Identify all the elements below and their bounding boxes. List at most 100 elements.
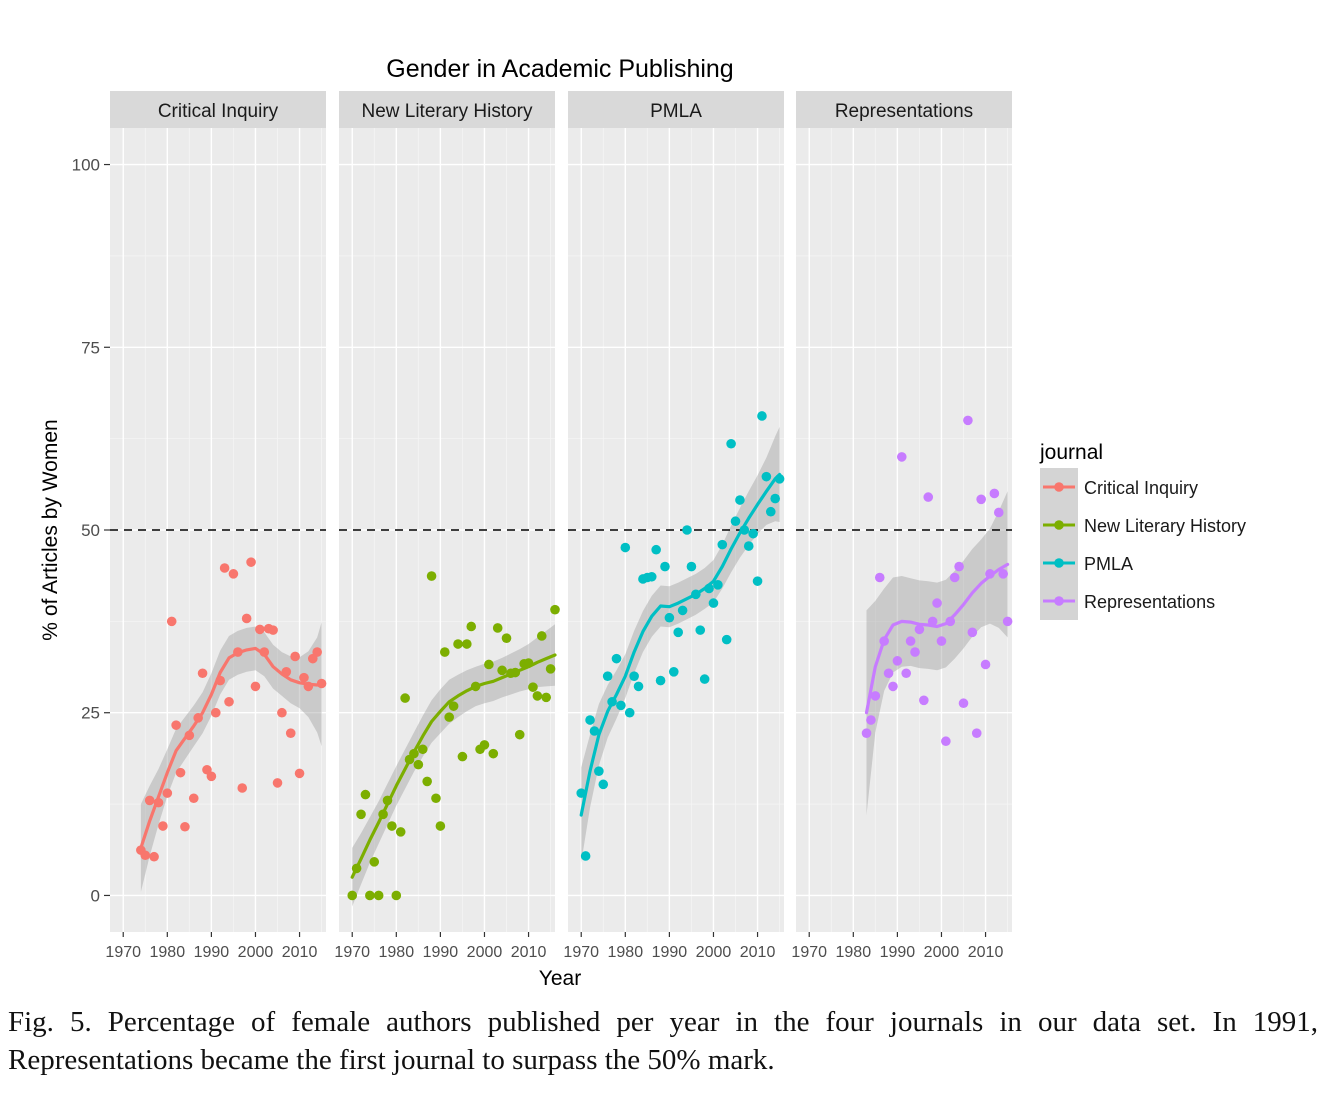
data-point: [695, 625, 706, 635]
data-point: [624, 707, 635, 718]
data-point: [646, 571, 657, 582]
data-point: [180, 821, 190, 832]
data-point: [457, 751, 468, 762]
data-point: [651, 544, 661, 555]
data-point: [149, 851, 159, 862]
smooth-line: [864, 562, 1010, 715]
data-point: [206, 771, 217, 782]
data-point: [484, 659, 494, 670]
data-point: [237, 783, 248, 793]
data-point: [668, 666, 679, 677]
x-tick-label: 1990: [880, 944, 916, 961]
legend-item: Representations: [1040, 582, 1215, 620]
x-tick-label: 2000: [696, 944, 732, 961]
legend-label: PMLA: [1084, 554, 1133, 574]
data-point: [268, 625, 278, 635]
data-point: [426, 571, 437, 581]
facet-panel: Representations 1970 1980 1990 2000 2010: [791, 91, 1013, 961]
data-point: [726, 438, 736, 449]
data-point: [958, 698, 969, 709]
data-point: [923, 492, 934, 502]
confidence-band: [866, 491, 1008, 816]
data-point: [967, 627, 978, 638]
facet-panel: New Literary History 1970 1980 1990 2000 2010: [334, 91, 560, 961]
data-point: [435, 821, 446, 831]
x-tick-label: 1990: [652, 944, 688, 961]
data-point: [594, 766, 604, 776]
data-point: [655, 675, 666, 686]
data-point: [730, 516, 741, 527]
x-tick-label: 1980: [379, 944, 415, 961]
data-point: [541, 692, 551, 703]
data-point: [228, 569, 239, 579]
data-point: [598, 779, 609, 790]
facet-panel: PMLA 1970 1980 1990 2000 2010: [563, 91, 785, 961]
data-point: [919, 695, 929, 706]
legend-label: Critical Inquiry: [1084, 478, 1198, 498]
x-tick-label: 2000: [238, 944, 274, 961]
facet-strip-label: Critical Inquiry: [158, 101, 279, 122]
data-point: [971, 728, 982, 738]
data-point: [175, 767, 186, 778]
data-point: [373, 890, 384, 901]
x-tick-label: 2010: [282, 944, 318, 961]
x-tick-label: 1980: [836, 944, 872, 961]
data-point: [752, 576, 763, 586]
x-tick-label: 1970: [791, 944, 827, 961]
data-point: [620, 542, 631, 553]
data-point: [290, 651, 300, 662]
data-point: [532, 691, 543, 701]
data-point: [462, 639, 472, 649]
y-axis: 0 25 50 75 100: [72, 156, 110, 905]
data-point: [892, 656, 903, 666]
data-point: [699, 674, 710, 684]
data-point: [413, 759, 424, 770]
x-tick-label: 1970: [563, 944, 599, 961]
data-point: [602, 671, 613, 681]
data-point: [294, 768, 305, 779]
data-point: [993, 507, 1004, 518]
data-point: [272, 778, 283, 788]
data-point: [439, 647, 450, 657]
data-point: [770, 493, 780, 504]
data-point: [664, 612, 675, 623]
data-point: [713, 580, 723, 590]
facet-strip: [568, 91, 784, 128]
data-point: [285, 728, 296, 738]
y-tick-label: 100: [72, 156, 100, 175]
x-tick-label: 2010: [740, 944, 776, 961]
data-point: [765, 506, 776, 517]
data-point: [312, 647, 322, 657]
data-point: [246, 557, 256, 567]
data-point: [162, 788, 173, 798]
data-point: [677, 605, 688, 616]
data-point: [501, 633, 512, 643]
data-point: [936, 636, 947, 646]
data-point: [633, 681, 644, 692]
facet-strip-label: New Literary History: [361, 101, 533, 122]
data-point: [896, 452, 907, 462]
data-point: [492, 623, 503, 633]
data-point: [255, 624, 265, 635]
smooth-line: [350, 653, 557, 879]
data-point: [158, 821, 168, 831]
data-point: [980, 659, 991, 670]
data-point: [998, 569, 1008, 579]
data-point: [735, 495, 745, 505]
data-point: [949, 572, 960, 583]
data-point: [431, 793, 441, 804]
data-point: [365, 890, 375, 901]
x-tick-label: 1980: [608, 944, 644, 961]
data-point: [888, 681, 898, 692]
data-point: [932, 598, 942, 608]
legend-title: journal: [1039, 441, 1103, 464]
data-point: [528, 682, 538, 692]
x-axis-label: Year: [539, 967, 581, 990]
data-point: [550, 604, 560, 615]
data-point: [589, 726, 600, 736]
data-point: [347, 890, 358, 901]
x-tick-label: 2010: [511, 944, 547, 961]
data-point: [488, 748, 499, 759]
data-point: [417, 744, 428, 755]
data-point: [910, 647, 920, 657]
